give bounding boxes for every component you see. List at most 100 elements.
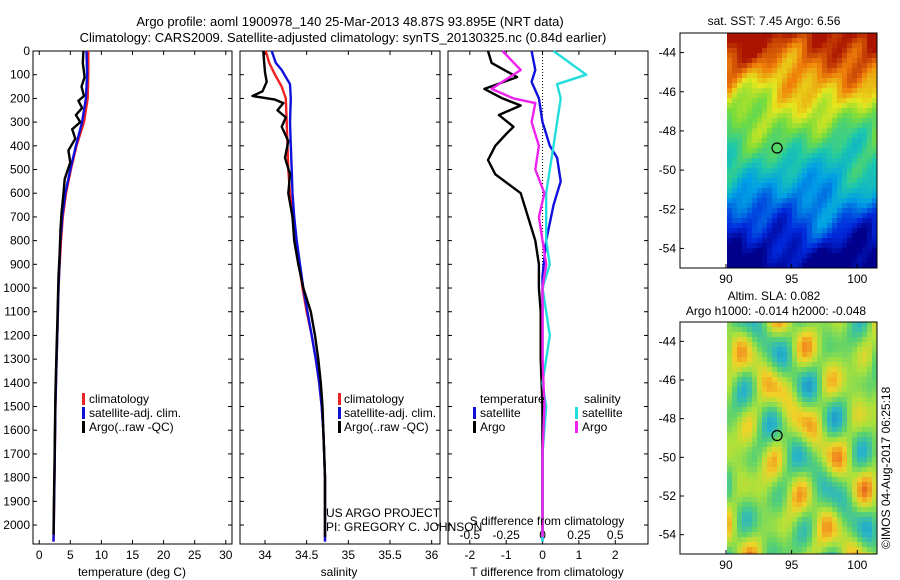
sla-cell bbox=[732, 402, 738, 408]
sla-cell bbox=[812, 517, 818, 523]
sst-cell bbox=[772, 33, 778, 39]
sla-cell bbox=[822, 322, 828, 328]
sst-cell bbox=[777, 78, 783, 84]
sla-cell bbox=[772, 487, 778, 493]
sst-cell bbox=[727, 158, 733, 164]
sla-cell bbox=[767, 472, 773, 478]
sla-cell bbox=[742, 382, 748, 388]
sst-cell bbox=[827, 158, 833, 164]
sla-cell bbox=[757, 477, 763, 483]
sla-cell bbox=[847, 482, 853, 488]
sst-cell bbox=[812, 113, 818, 119]
salinity-series-group bbox=[251, 50, 327, 542]
sst-cell bbox=[757, 243, 763, 249]
sst-cell bbox=[837, 33, 843, 39]
sst-cell bbox=[757, 228, 763, 234]
sst-cell bbox=[867, 128, 873, 134]
sst-cell bbox=[802, 43, 808, 49]
sst-cell bbox=[782, 193, 788, 199]
sla-cell bbox=[862, 507, 868, 513]
sst-cell bbox=[837, 158, 843, 164]
sla-cell bbox=[752, 442, 758, 448]
sst-cell bbox=[862, 223, 868, 229]
sla-cell bbox=[752, 422, 758, 428]
sst-cell bbox=[807, 183, 813, 189]
sla-cell bbox=[862, 402, 868, 408]
sst-cell bbox=[832, 108, 838, 114]
sst-cell bbox=[727, 163, 733, 169]
sla-cell bbox=[807, 502, 813, 508]
sst-cell bbox=[782, 33, 788, 39]
sst-argo-location-marker bbox=[771, 142, 783, 154]
sst-cell bbox=[747, 178, 753, 184]
sst-cell bbox=[747, 123, 753, 129]
sla-cell bbox=[777, 457, 783, 463]
sst-cell bbox=[742, 213, 748, 219]
sla-cell bbox=[857, 497, 863, 503]
sla-cell bbox=[822, 477, 828, 483]
sst-cell bbox=[732, 148, 738, 154]
sst-cell bbox=[817, 33, 823, 39]
sst-cell bbox=[797, 178, 803, 184]
sla-cell bbox=[742, 337, 748, 343]
sla-cell bbox=[847, 322, 853, 328]
sla-cell bbox=[752, 537, 758, 543]
sst-cell bbox=[757, 63, 763, 69]
salinity-legend-swatch-satellite bbox=[338, 407, 341, 419]
sst-cell bbox=[727, 218, 733, 224]
sst-cell bbox=[787, 218, 793, 224]
sla-cell bbox=[737, 437, 743, 443]
sla-cell bbox=[782, 502, 788, 508]
sla-cell bbox=[872, 467, 877, 473]
sst-cell bbox=[737, 233, 743, 239]
sla-cell bbox=[807, 392, 813, 398]
sla-cell bbox=[777, 552, 783, 554]
sla-cell bbox=[772, 537, 778, 543]
sst-cell bbox=[842, 113, 848, 119]
sla-cell bbox=[822, 357, 828, 363]
sla-cell bbox=[842, 332, 848, 338]
sst-cell bbox=[867, 53, 873, 59]
sla-cell bbox=[847, 452, 853, 458]
sst-cell bbox=[752, 63, 758, 69]
sst-cell bbox=[802, 248, 808, 254]
sst-cell bbox=[847, 138, 853, 144]
sla-cell bbox=[797, 462, 803, 468]
sst-cell bbox=[787, 63, 793, 69]
sst-cell bbox=[762, 103, 768, 109]
sla-cell bbox=[867, 402, 873, 408]
sla-cell bbox=[857, 417, 863, 423]
sst-cell bbox=[872, 133, 877, 139]
sla-cell bbox=[762, 507, 768, 513]
sla-cell bbox=[792, 477, 798, 483]
sla-cell bbox=[742, 427, 748, 433]
sla-cell bbox=[787, 477, 793, 483]
sst-cell bbox=[817, 263, 823, 268]
sst-cell bbox=[737, 153, 743, 159]
difference-x2tick-label-1: -0.25 bbox=[493, 528, 521, 542]
sst-cell bbox=[797, 263, 803, 268]
sst-cell bbox=[772, 168, 778, 174]
sla-cell bbox=[772, 452, 778, 458]
sla-cell bbox=[832, 552, 838, 554]
sla-cell bbox=[857, 362, 863, 368]
sla-cell bbox=[802, 367, 808, 373]
sst-cell bbox=[832, 63, 838, 69]
sst-cell bbox=[742, 103, 748, 109]
sst-cell bbox=[727, 38, 733, 44]
sla-cell bbox=[747, 512, 753, 518]
sla-cell bbox=[817, 532, 823, 538]
sst-cell bbox=[832, 253, 838, 259]
sla-cell bbox=[817, 357, 823, 363]
sst-cell bbox=[807, 53, 813, 59]
sst-cell bbox=[812, 173, 818, 179]
temperature-series-2 bbox=[52, 50, 86, 535]
sst-cell bbox=[742, 133, 748, 139]
sst-cell bbox=[827, 248, 833, 254]
sst-cell bbox=[752, 38, 758, 44]
sst-cell bbox=[727, 98, 733, 104]
sst-cell bbox=[807, 218, 813, 224]
sst-cell bbox=[762, 38, 768, 44]
sst-cell bbox=[817, 183, 823, 189]
sst-cell bbox=[867, 183, 873, 189]
